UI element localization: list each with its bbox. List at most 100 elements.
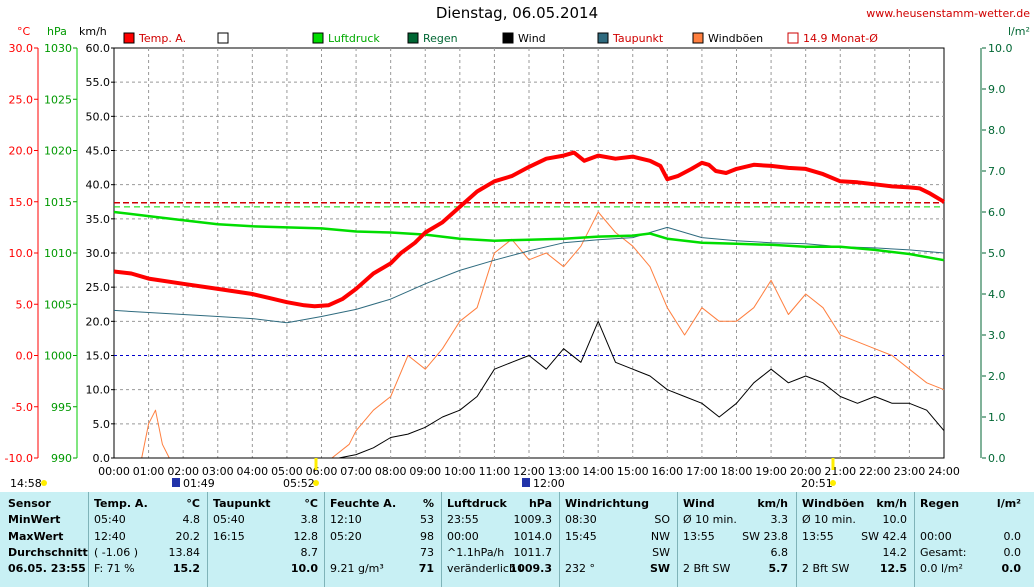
stats-column-hum [324, 492, 441, 587]
legend-label: Windböen [708, 32, 763, 45]
stats-column-rain [914, 492, 1028, 587]
gust-series-line [114, 211, 945, 459]
x-tick-label: 02:00 [167, 465, 199, 478]
legend-label: Wind [518, 32, 546, 45]
x-tick-label: 20:00 [790, 465, 822, 478]
stat-label: 13:55 [802, 530, 834, 543]
stat-value: 10.0 [290, 562, 318, 575]
column-unit: °C [186, 497, 200, 510]
stat-value: 71 [418, 562, 434, 575]
stat-label: 12:10 [330, 513, 362, 526]
wind-tick: 40.0 [86, 179, 111, 192]
stat-label: ( -1.06 ) [94, 546, 139, 559]
pressure-tick: 1025 [44, 93, 72, 106]
stat-value: 4.8 [182, 513, 201, 526]
stat-label: veränderlich↓ [447, 562, 526, 575]
marker-icon [172, 478, 180, 487]
x-tick-label: 14:00 [582, 465, 614, 478]
legend-swatch [692, 32, 704, 44]
legend-swatch [217, 32, 229, 44]
stat-value: 12.8 [293, 530, 319, 543]
column-header: Luftdruck [447, 497, 507, 510]
wind-tick: 25.0 [86, 281, 111, 294]
wind-tick: 15.0 [86, 350, 111, 363]
marker-label: 14:58 [10, 477, 42, 490]
stat-value: SO [654, 513, 670, 526]
legend-swatch [407, 32, 419, 44]
row-label: Durchschnitt [8, 546, 88, 559]
sunset-label: 20:51 [801, 477, 833, 490]
wind-series-line [114, 320, 945, 459]
stat-value: 98 [420, 530, 434, 543]
wind-tick: 45.0 [86, 145, 111, 158]
stat-label: Ø 10 min. [802, 513, 856, 526]
pressure-tick: 1005 [44, 298, 72, 311]
wind-tick: 35.0 [86, 213, 111, 226]
sun-icon [830, 480, 836, 486]
stat-label: 08:30 [565, 513, 597, 526]
stat-value: 1009.3 [509, 562, 552, 575]
rain-tick: 1.0 [988, 411, 1006, 424]
rain-tick: 5.0 [988, 247, 1006, 260]
stat-label: 00:00 [920, 530, 952, 543]
temp-tick: -5.0 [12, 401, 33, 414]
legend-swatch [123, 32, 135, 44]
marker-label: 12:00 [533, 477, 565, 490]
wind-tick: 55.0 [86, 76, 111, 89]
dewpoint-series-line [113, 226, 945, 324]
stat-label: 9.21 g/m³ [330, 562, 384, 575]
stat-label: ^1.1hPa/h [447, 546, 505, 559]
stat-value: 20.2 [175, 530, 201, 543]
stat-value: 53 [420, 513, 434, 526]
stat-label: 16:15 [213, 530, 245, 543]
stat-value: 12.5 [879, 562, 907, 575]
column-header: Windrichtung [565, 497, 649, 510]
rain-tick: 2.0 [988, 370, 1006, 383]
stat-value: 1011.7 [513, 546, 553, 559]
x-tick-label: 18:00 [721, 465, 753, 478]
stat-label: 23:55 [447, 513, 479, 526]
legend-label: 14.9 Monat-Ø [803, 32, 878, 45]
stat-label: 05:40 [94, 513, 126, 526]
rain-tick: 4.0 [988, 288, 1006, 301]
wind-tick: 0.0 [93, 452, 111, 465]
x-tick-label: 03:00 [202, 465, 234, 478]
x-tick-label: 13:00 [548, 465, 580, 478]
pressure-axis-label: hPa [47, 25, 67, 38]
rain-axis-label: l/m² [1008, 25, 1030, 38]
column-header: Windböen [802, 497, 865, 510]
rain-tick: 10.0 [988, 42, 1013, 55]
stats-column-wind [677, 492, 795, 587]
rain-tick: 8.0 [988, 124, 1006, 137]
x-tick-label: 08:00 [375, 465, 407, 478]
legend-swatch [787, 32, 799, 44]
x-tick-label: 10:00 [444, 465, 476, 478]
x-tick-label: 12:00 [513, 465, 545, 478]
sun-icon [41, 480, 47, 486]
x-tick-label: 09:00 [409, 465, 441, 478]
column-unit: °C [304, 497, 318, 510]
x-tick-label: 07:00 [340, 465, 372, 478]
wind-tick: 60.0 [86, 42, 111, 55]
stats-column-dir [559, 492, 677, 587]
x-tick-label: 19:00 [755, 465, 787, 478]
legend-swatch [597, 32, 609, 44]
wind-tick: 10.0 [86, 384, 111, 397]
legend-label: Temp. A. [138, 32, 186, 45]
stat-label: F: 71 % [94, 562, 135, 575]
wind-tick: 30.0 [86, 247, 111, 260]
site-link[interactable]: www.heusenstamm-wetter.de [866, 7, 1030, 20]
stat-label: 12:40 [94, 530, 126, 543]
x-tick-label: 04:00 [236, 465, 268, 478]
x-tick-label: 16:00 [651, 465, 683, 478]
pressure-tick: 995 [51, 401, 72, 414]
temp-tick: 30.0 [9, 42, 34, 55]
stat-value: 73 [420, 546, 434, 559]
pressure-tick: 1000 [44, 350, 72, 363]
column-header: Feuchte A. [330, 497, 397, 510]
x-tick-label: 05:00 [271, 465, 303, 478]
stat-value: NW [650, 530, 670, 543]
stat-value: 10.0 [882, 513, 908, 526]
pressure-tick: 1020 [44, 145, 72, 158]
legend-label: Taupunkt [612, 32, 664, 45]
